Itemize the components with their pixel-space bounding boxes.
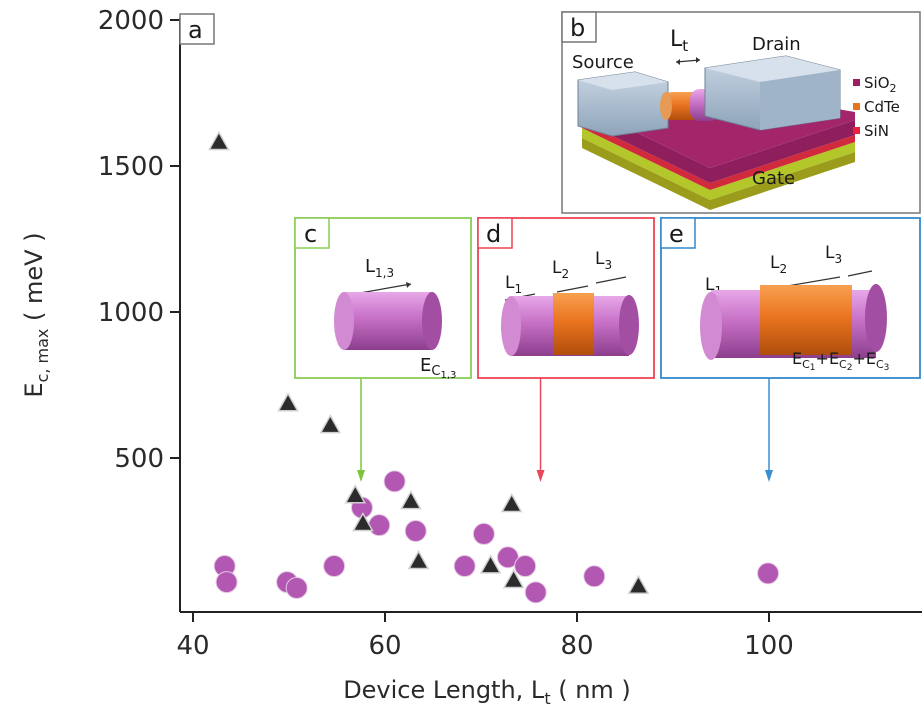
panel-d-label: d bbox=[486, 220, 501, 248]
axes: 500 1000 1500 2000 40 60 80 100 bbox=[98, 6, 922, 661]
panel-a-box bbox=[179, 13, 215, 45]
data-point-triangle bbox=[352, 511, 374, 532]
data-point-triangle bbox=[344, 484, 367, 504]
c-length-label: L1,3 bbox=[365, 256, 394, 280]
arrow-d-head bbox=[536, 470, 545, 482]
data-point-circle bbox=[323, 555, 346, 578]
panel-c-box bbox=[294, 217, 330, 249]
inset-e: e L1 L2 L3 EC1+EC2+EC3 bbox=[660, 217, 921, 379]
data-point-circle bbox=[514, 555, 537, 578]
data-point-triangle bbox=[319, 414, 342, 434]
inset-d: d L1 L2 L3 bbox=[477, 217, 655, 379]
source-label: Source bbox=[572, 52, 634, 73]
e-cylinder-end-right bbox=[865, 284, 887, 352]
data-point-circle bbox=[496, 546, 519, 569]
data-point-circle bbox=[215, 571, 238, 594]
c-cylinder-end-right bbox=[422, 292, 442, 350]
y-tick-label: 2000 bbox=[98, 6, 164, 36]
data-point-triangle bbox=[277, 392, 299, 412]
panel-c-label: c bbox=[304, 220, 317, 248]
data-point-triangle bbox=[407, 549, 430, 570]
x-tick-label: 60 bbox=[368, 631, 401, 661]
gate-label: Gate bbox=[752, 168, 795, 189]
y-tick-label: 1000 bbox=[98, 298, 164, 328]
inset-b-legend: SiO2 CdTe SiN bbox=[853, 74, 900, 140]
arrow-c-head bbox=[357, 470, 365, 482]
c-cylinder-end-left bbox=[334, 292, 354, 350]
data-point-triangle bbox=[479, 554, 502, 574]
data-point-circle bbox=[524, 581, 547, 604]
d-cylinder-end-left bbox=[501, 296, 521, 356]
drain-label: Drain bbox=[752, 34, 801, 55]
sio2-layer bbox=[582, 106, 855, 183]
panel-b-box bbox=[561, 11, 597, 43]
e-l3-label: L3 bbox=[825, 243, 842, 266]
data-point-circle bbox=[368, 514, 391, 537]
d-cylinder-end-right bbox=[619, 295, 639, 355]
data-point-circle bbox=[472, 522, 495, 545]
c-cylinder-body bbox=[344, 292, 432, 350]
y-tick-label: 500 bbox=[114, 444, 164, 474]
inset-c: c L1,3 EC1,3 bbox=[294, 217, 472, 381]
sin-layer bbox=[582, 121, 855, 190]
data-point-triangle bbox=[502, 568, 525, 589]
panel-e-box bbox=[660, 217, 696, 249]
data-point-circle bbox=[383, 470, 406, 493]
data-point-circle bbox=[757, 562, 780, 585]
d-l3-label: L3 bbox=[595, 249, 612, 272]
legend-swatch-cdte bbox=[853, 103, 860, 110]
x-tick-label: 100 bbox=[744, 631, 794, 661]
data-point-triangle bbox=[627, 574, 650, 595]
x-tick-label: 40 bbox=[176, 631, 209, 661]
source-block-top bbox=[578, 72, 668, 90]
e-energy-label: EC1+EC2+EC3 bbox=[792, 349, 889, 373]
d-l1-label: L1 bbox=[505, 273, 522, 296]
legend-label-sio2: SiO2 bbox=[864, 74, 897, 95]
x-tick-label: 80 bbox=[560, 631, 593, 661]
inset-b: b Source Drain Gate Lt SiO2 CdTe bbox=[561, 11, 921, 214]
legend-swatch-sio2 bbox=[853, 79, 860, 86]
data-point-triangle bbox=[208, 130, 230, 151]
y-axis-title: Ec, max ( meV ) bbox=[20, 232, 52, 397]
e-cylinder-cdte bbox=[760, 285, 852, 355]
panel-d-box bbox=[477, 217, 513, 249]
data-point-circle bbox=[583, 565, 606, 588]
legend-label-sin: SiN bbox=[864, 122, 889, 140]
drain-block-side bbox=[760, 70, 840, 130]
wire-end bbox=[660, 92, 672, 120]
inset-arrows bbox=[357, 378, 773, 482]
panel-a-label: a bbox=[188, 16, 203, 44]
x-axis-title: Device Length, Lt ( nm ) bbox=[343, 676, 631, 708]
d-l2-label: L2 bbox=[552, 258, 569, 281]
y-ticks: 500 1000 1500 2000 bbox=[98, 6, 180, 474]
y-tick-label: 1500 bbox=[98, 152, 164, 182]
drain-block-top bbox=[705, 56, 840, 82]
data-point-circle bbox=[404, 520, 427, 542]
panel-b-label: b bbox=[570, 14, 585, 42]
gate-layer bbox=[582, 138, 855, 210]
arrow-e-head bbox=[765, 470, 773, 482]
x-ticks: 40 60 80 100 bbox=[176, 612, 794, 661]
legend-swatch-sin bbox=[853, 127, 860, 134]
legend-label-cdte: CdTe bbox=[864, 98, 900, 116]
data-point-circle bbox=[453, 555, 476, 578]
c-energy-label: EC1,3 bbox=[420, 355, 456, 381]
panel-e-label: e bbox=[669, 220, 684, 248]
data-point-triangle bbox=[500, 492, 523, 513]
e-cylinder-end-left bbox=[700, 292, 722, 360]
data-point-triangle bbox=[400, 490, 422, 510]
e-l2-label: L2 bbox=[770, 253, 787, 276]
d-cylinder-cdte bbox=[553, 293, 594, 355]
data-point-circle bbox=[285, 576, 308, 599]
gate-layer-top bbox=[582, 128, 855, 200]
data-points bbox=[208, 130, 780, 604]
lt-label: Lt bbox=[670, 27, 688, 55]
